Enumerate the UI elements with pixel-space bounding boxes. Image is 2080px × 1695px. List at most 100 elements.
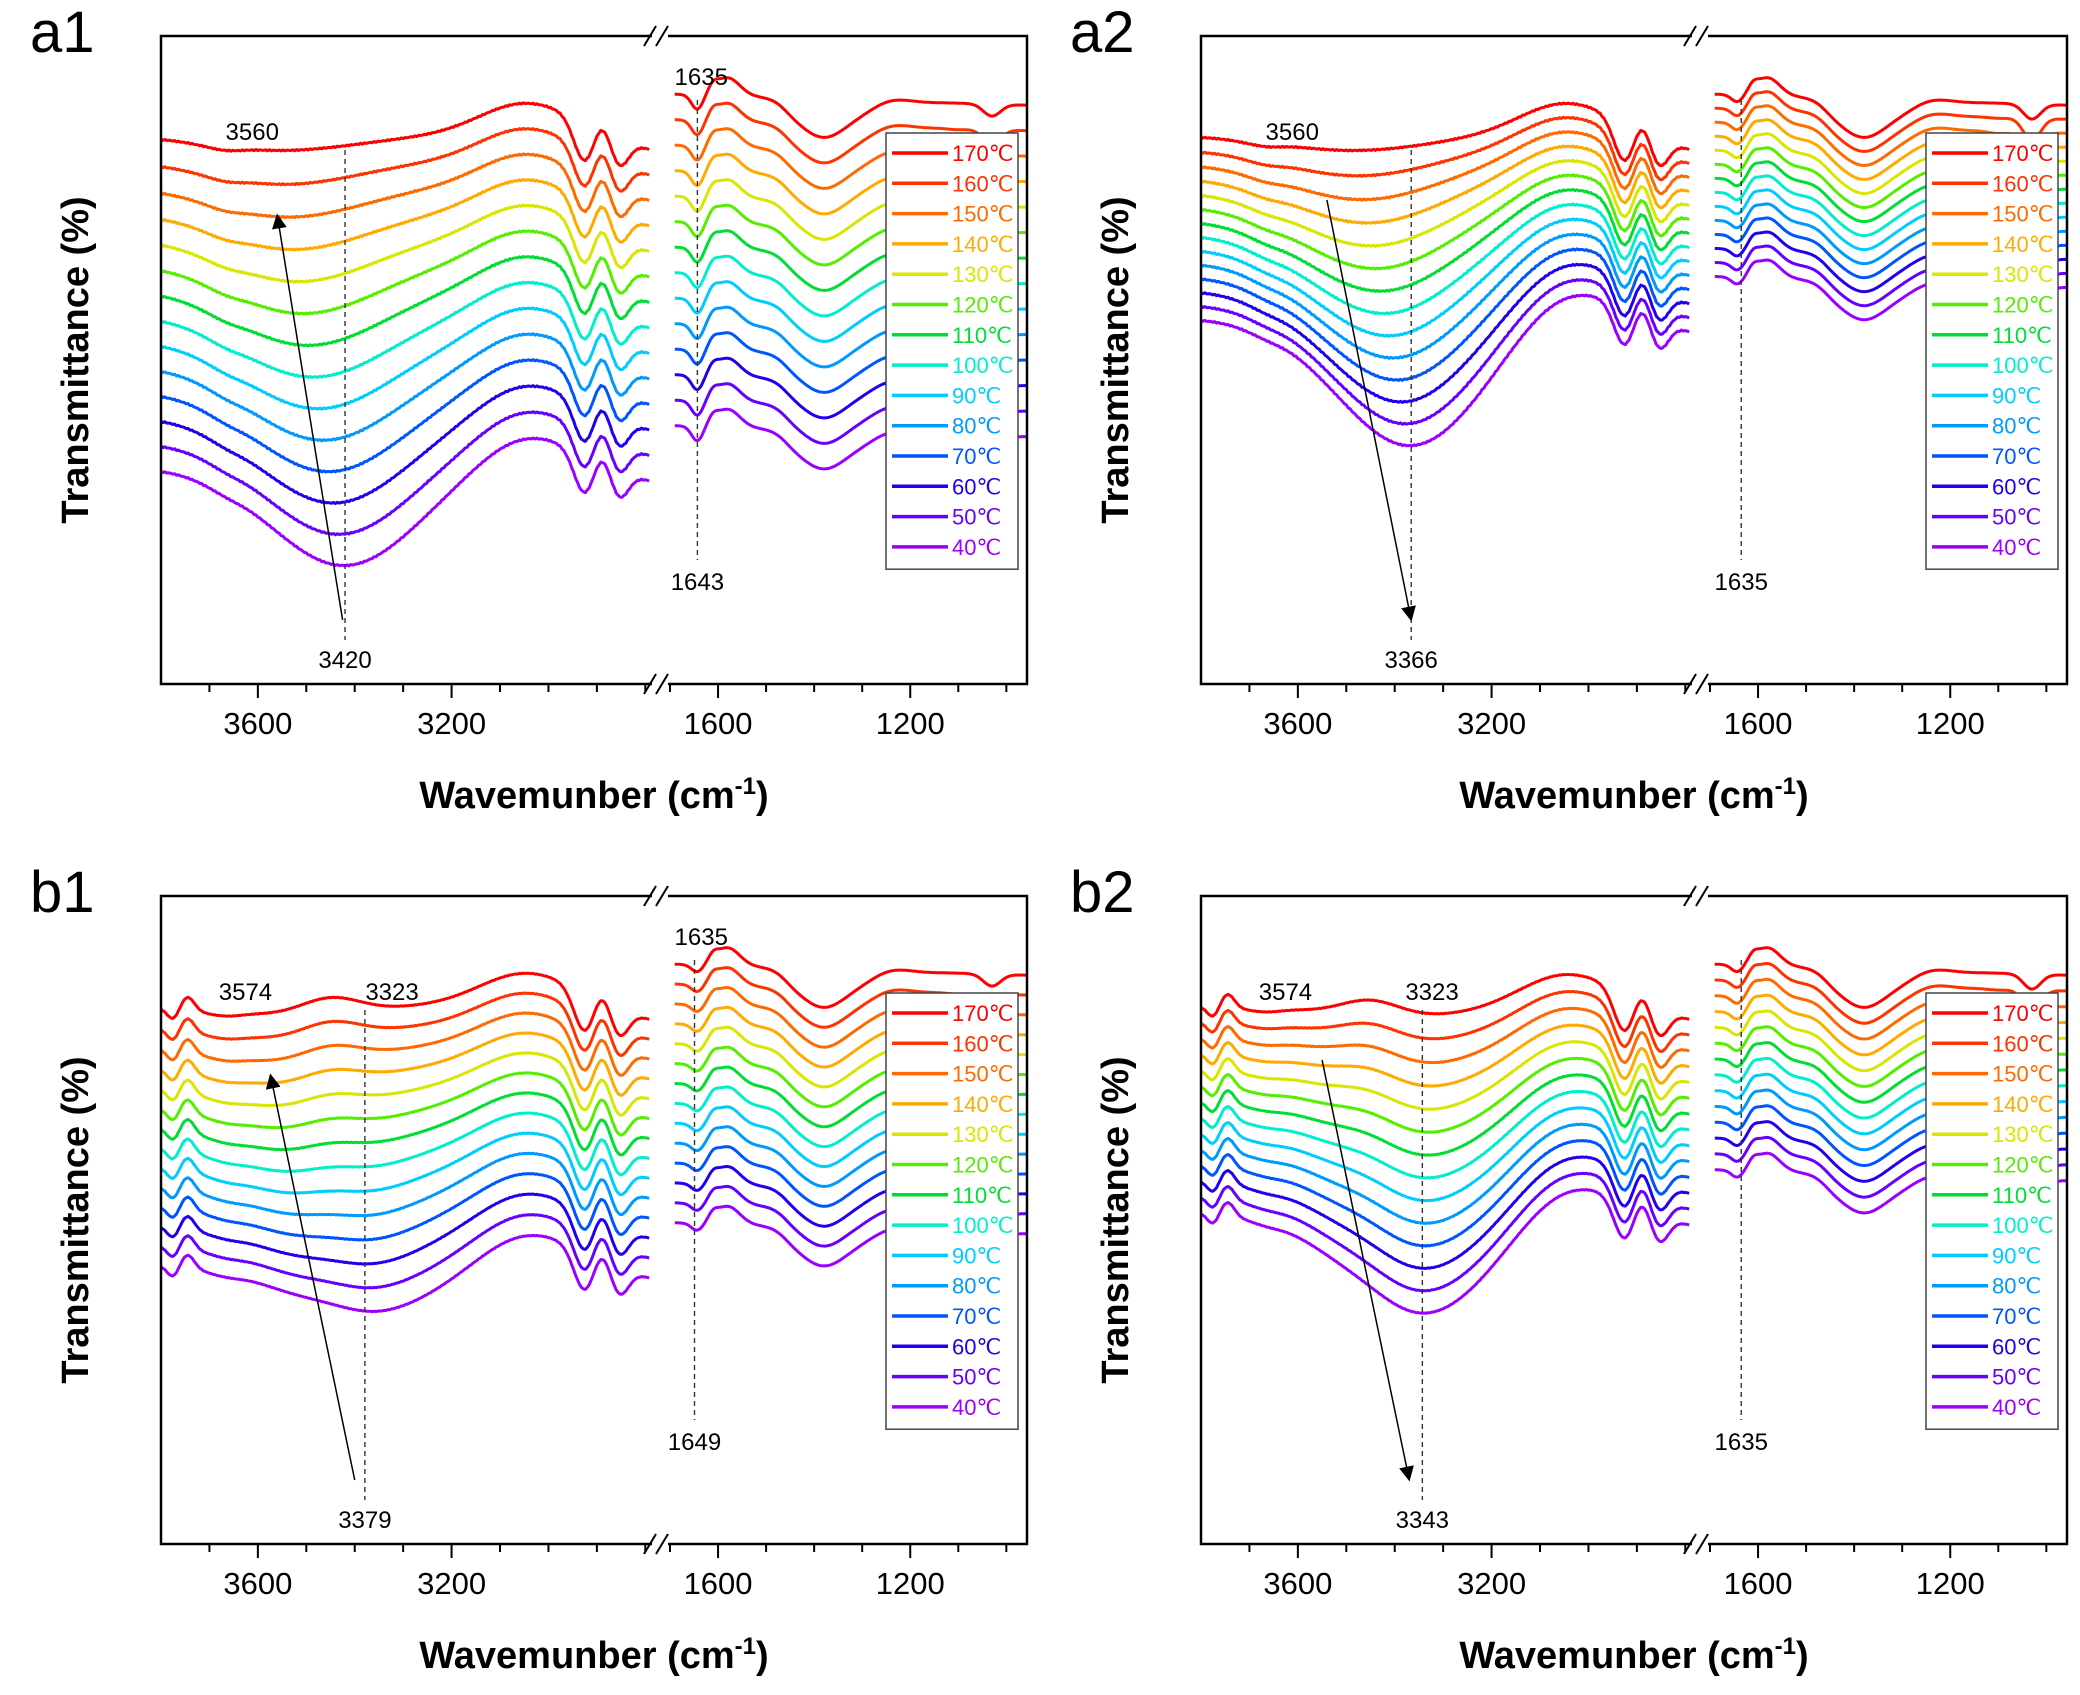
legend-label: 170℃: [1992, 1001, 2053, 1026]
panel-label: b2: [1070, 860, 1135, 925]
panel-label: a1: [30, 0, 95, 65]
legend-item: 50℃: [892, 1365, 1001, 1390]
legend-item: 70℃: [1932, 1304, 2041, 1329]
legend-item: 130℃: [1932, 1122, 2053, 1147]
legend-item: 90℃: [892, 1243, 1001, 1268]
chart-panel-b2: b2 3574 3323 3343 1635 3600 3200 1600 1200 Wavemu…: [1070, 860, 2069, 1677]
legend-item: 100℃: [1932, 353, 2053, 378]
legend-item: 160℃: [892, 1031, 1013, 1056]
legend-item: 60℃: [1932, 474, 2041, 499]
series-line-90C-L: [1201, 217, 1690, 338]
legend-label: 70℃: [952, 444, 1001, 469]
series-line-160C-L: [161, 991, 650, 1057]
y-axis-title: Transmittance (%): [1095, 196, 1137, 523]
legend: 170℃ 160℃ 150℃ 140℃ 130℃ 120℃ 110℃ 100℃ 90℃ 80℃ 70…: [885, 132, 1019, 570]
axis-break-gap: [1692, 680, 1708, 688]
legend-label: 160℃: [952, 171, 1013, 196]
y-axis-title: Transmittance (%): [1095, 1056, 1137, 1383]
series-line-110C-L: [161, 255, 650, 348]
series-line-70C-L: [1201, 1139, 1690, 1248]
series-line-110C-L: [1201, 1073, 1690, 1157]
series-line-60C-L: [161, 1192, 650, 1266]
trend-arrow: [271, 213, 344, 621]
legend-label: 90℃: [952, 1243, 1001, 1268]
x-tick-label: 1600: [1724, 1566, 1793, 1601]
x-axis-title-end: ): [1796, 775, 1809, 817]
legend-item: 120℃: [892, 1153, 1013, 1178]
legend: 170℃ 160℃ 150℃ 140℃ 130℃ 120℃ 110℃ 100℃ 90℃ 80℃ 70…: [885, 992, 1019, 1430]
legend-label: 150℃: [1992, 202, 2053, 227]
legend-label: 40℃: [952, 535, 1001, 560]
legend-label: 80℃: [952, 1274, 1001, 1299]
series-line-140C-L: [161, 178, 650, 252]
series-line-50C-L: [161, 1213, 650, 1290]
legend-label: 140℃: [952, 232, 1013, 257]
axis-break-mark: [1695, 25, 1709, 47]
series-line-50C-L: [1201, 1171, 1690, 1293]
series-line-170C-R: [674, 946, 1027, 1009]
legend-label: 40℃: [1992, 1395, 2041, 1420]
series-line-110C-L: [161, 1091, 650, 1157]
x-tick-label: 3600: [1263, 706, 1332, 741]
legend-item: 170℃: [1932, 1001, 2053, 1026]
axis-break-gap: [1692, 892, 1708, 900]
legend-item: 150℃: [1932, 202, 2053, 227]
x-tick-label: 1200: [1916, 1566, 1985, 1601]
x-tick-label: 3200: [1457, 1566, 1526, 1601]
legend: 170℃ 160℃ 150℃ 140℃ 130℃ 120℃ 110℃ 100℃ 90℃ 80℃ 70…: [1925, 132, 2059, 570]
series-line-90C-L: [161, 1131, 650, 1197]
legend-label: 160℃: [1992, 1031, 2053, 1056]
annotation-label: 3323: [365, 979, 418, 1006]
legend-item: 170℃: [892, 141, 1013, 166]
x-tick-label: 1200: [876, 1566, 945, 1601]
legend-label: 50℃: [952, 505, 1001, 530]
legend-label: 50℃: [1992, 505, 2041, 530]
series-line-60C-L: [1201, 1155, 1690, 1270]
legend-item: 160℃: [1932, 171, 2053, 196]
axis-break-mark: [1695, 1533, 1709, 1555]
legend-item: 70℃: [892, 444, 1001, 469]
legend-item: 60℃: [892, 474, 1001, 499]
x-axis-title-superscript: -1: [1775, 1633, 1796, 1660]
annotation-label: 1635: [1715, 569, 1768, 596]
plot-frame: [159, 894, 1029, 1546]
legend-label: 60℃: [1992, 474, 2041, 499]
legend-label: 100℃: [1992, 353, 2053, 378]
legend-box: [885, 992, 1019, 1430]
legend-label: 170℃: [952, 141, 1013, 166]
legend-item: 170℃: [1932, 141, 2053, 166]
legend-item: 150℃: [1932, 1062, 2053, 1087]
series-line-140C-L: [161, 1031, 650, 1097]
axis-break-mark: [643, 885, 657, 907]
series-line-150C-L: [161, 152, 650, 220]
legend-label: 160℃: [952, 1031, 1013, 1056]
legend-item: 70℃: [1932, 444, 2041, 469]
legend-label: 150℃: [1992, 1062, 2053, 1087]
series-line-130C-L: [1201, 1040, 1690, 1111]
series-line-160C-L: [161, 126, 650, 193]
annotation-label: 3379: [338, 1507, 391, 1534]
legend-label: 90℃: [1992, 1243, 2041, 1268]
annotation-label: 1635: [675, 924, 728, 951]
trend-arrow: [1321, 1059, 1414, 1482]
legend-item: 60℃: [892, 1334, 1001, 1359]
legend-item: 90℃: [1932, 383, 2041, 408]
axis-break-mark: [643, 25, 657, 47]
series-line-100C-L: [1201, 202, 1690, 316]
legend-item: 140℃: [892, 232, 1013, 257]
series-line-40C-L: [1201, 1188, 1690, 1315]
legend-label: 100℃: [1992, 1213, 2053, 1238]
legend-label: 80℃: [952, 414, 1001, 439]
legend-label: 40℃: [952, 1395, 1001, 1420]
series-line-170C-L: [1201, 973, 1690, 1038]
legend-item: 50℃: [892, 505, 1001, 530]
legend-item: 90℃: [892, 383, 1001, 408]
series-line-90C-L: [161, 306, 650, 411]
legend-item: 160℃: [1932, 1031, 2053, 1056]
axis-break-gap: [652, 892, 668, 900]
series-line-50C-L: [1201, 278, 1690, 426]
legend-item: 50℃: [1932, 505, 2041, 530]
legend-label: 100℃: [952, 1213, 1013, 1238]
legend-item: 100℃: [1932, 1213, 2053, 1238]
